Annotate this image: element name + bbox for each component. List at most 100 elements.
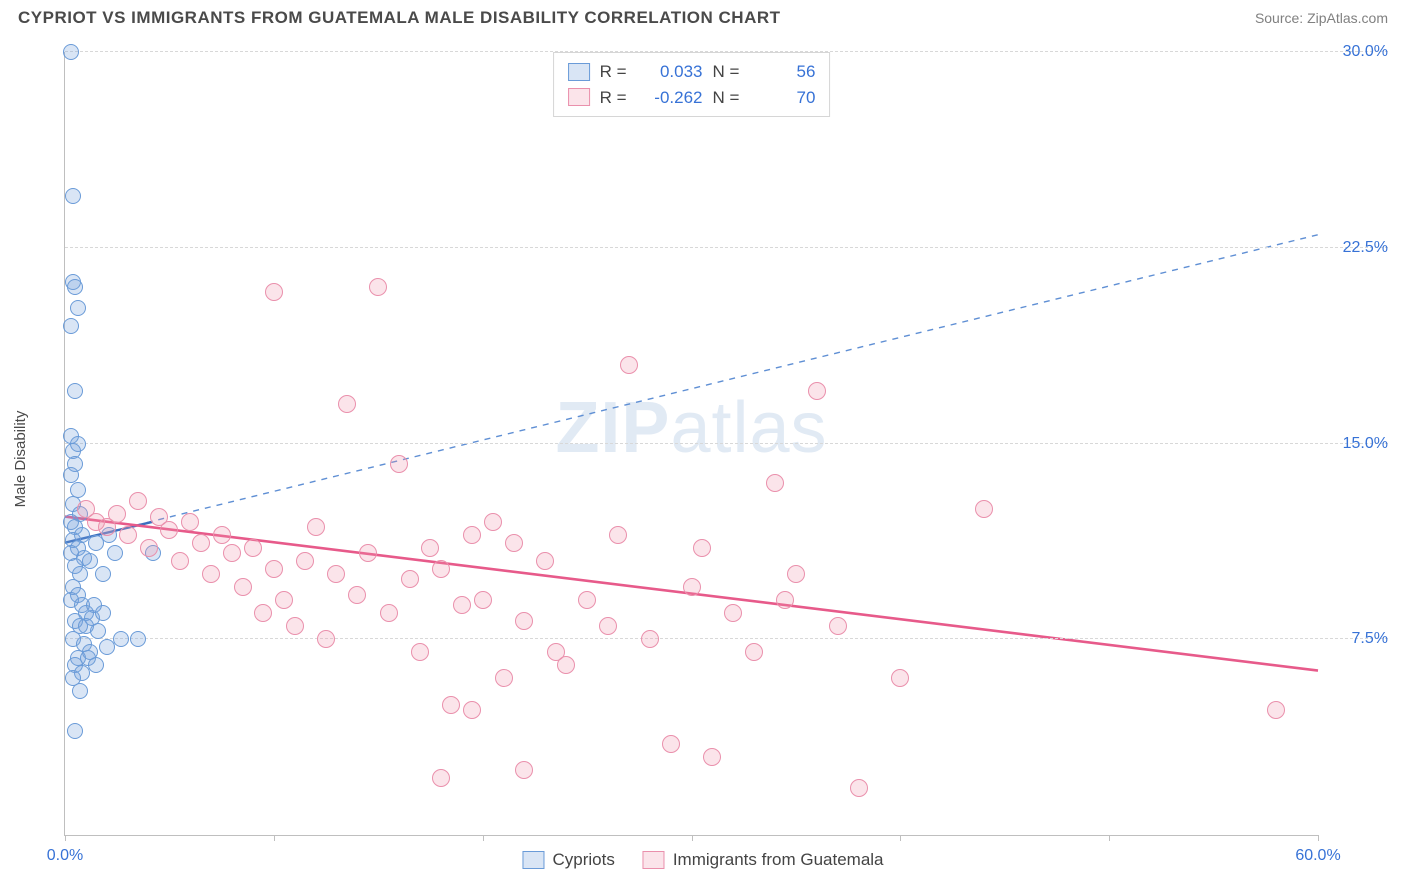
data-point-guatemala [515,612,533,630]
data-point-guatemala [265,283,283,301]
r-value-cypriots: 0.033 [637,59,703,85]
source-label: Source: ZipAtlas.com [1255,10,1388,26]
data-point-guatemala [421,539,439,557]
data-point-guatemala [296,552,314,570]
data-point-guatemala [327,565,345,583]
x-tick-label: 0.0% [47,847,83,865]
data-point-guatemala [495,669,513,687]
swatch-cypriots [522,851,544,869]
y-tick-label: 15.0% [1322,435,1388,453]
data-point-guatemala [641,630,659,648]
data-point-guatemala [745,643,763,661]
data-point-guatemala [181,513,199,531]
data-point-cypriots [78,618,94,634]
data-point-guatemala [829,617,847,635]
data-point-guatemala [432,560,450,578]
x-tick [900,835,901,841]
data-point-cypriots [63,318,79,334]
data-point-guatemala [891,669,909,687]
data-point-guatemala [192,534,210,552]
stats-row-cypriots: R = 0.033 N = 56 [568,59,816,85]
data-point-guatemala [776,591,794,609]
swatch-cypriots [568,63,590,81]
data-point-guatemala [484,513,502,531]
data-point-guatemala [1267,701,1285,719]
data-point-cypriots [63,467,79,483]
x-tick [483,835,484,841]
data-point-guatemala [286,617,304,635]
n-label: N = [713,59,740,85]
data-point-cypriots [113,631,129,647]
y-tick-label: 30.0% [1322,43,1388,61]
data-point-guatemala [380,604,398,622]
data-point-guatemala [975,500,993,518]
r-value-guatemala: -0.262 [637,85,703,111]
data-point-guatemala [369,278,387,296]
gridline [65,51,1388,52]
data-point-guatemala [171,552,189,570]
data-point-guatemala [463,526,481,544]
data-point-guatemala [442,696,460,714]
data-point-guatemala [474,591,492,609]
legend-label-guatemala: Immigrants from Guatemala [673,850,884,870]
data-point-guatemala [244,539,262,557]
n-value-cypriots: 56 [749,59,815,85]
data-point-guatemala [683,578,701,596]
data-point-guatemala [432,769,450,787]
swatch-guatemala [643,851,665,869]
data-point-guatemala [578,591,596,609]
data-point-guatemala [119,526,137,544]
data-point-guatemala [275,591,293,609]
data-point-guatemala [463,701,481,719]
x-tick [1109,835,1110,841]
chart-container: Male Disability ZIPatlas R = 0.033 N = 5… [18,44,1388,874]
data-point-guatemala [536,552,554,570]
data-point-guatemala [411,643,429,661]
watermark: ZIPatlas [555,387,827,469]
data-point-cypriots [99,639,115,655]
data-point-cypriots [67,383,83,399]
data-point-guatemala [359,544,377,562]
x-tick-label: 60.0% [1295,847,1340,865]
data-point-cypriots [72,683,88,699]
x-tick [692,835,693,841]
data-point-guatemala [787,565,805,583]
bottom-legend: Cypriots Immigrants from Guatemala [522,850,883,870]
data-point-guatemala [609,526,627,544]
data-point-guatemala [599,617,617,635]
data-point-cypriots [70,300,86,316]
stats-legend-box: R = 0.033 N = 56 R = -0.262 N = 70 [553,52,831,117]
data-point-guatemala [620,356,638,374]
y-tick-label: 22.5% [1322,239,1388,257]
legend-label-cypriots: Cypriots [552,850,614,870]
data-point-cypriots [88,657,104,673]
data-point-guatemala [129,492,147,510]
data-point-guatemala [234,578,252,596]
chart-title: CYPRIOT VS IMMIGRANTS FROM GUATEMALA MAL… [18,8,781,28]
data-point-guatemala [766,474,784,492]
r-label: R = [600,85,627,111]
x-tick [65,835,66,841]
x-tick [1318,835,1319,841]
data-point-guatemala [348,586,366,604]
data-point-cypriots [65,188,81,204]
data-point-guatemala [662,735,680,753]
data-point-guatemala [453,596,471,614]
data-point-guatemala [808,382,826,400]
data-point-guatemala [547,643,565,661]
data-point-guatemala [703,748,721,766]
data-point-guatemala [850,779,868,797]
data-point-guatemala [202,565,220,583]
data-point-guatemala [140,539,158,557]
data-point-guatemala [505,534,523,552]
y-tick-label: 7.5% [1322,630,1388,648]
data-point-guatemala [317,630,335,648]
legend-item-cypriots: Cypriots [522,850,614,870]
gridline [65,443,1388,444]
data-point-guatemala [693,539,711,557]
data-point-guatemala [390,455,408,473]
data-point-cypriots [67,723,83,739]
data-point-cypriots [95,605,111,621]
data-point-guatemala [401,570,419,588]
data-point-cypriots [67,279,83,295]
